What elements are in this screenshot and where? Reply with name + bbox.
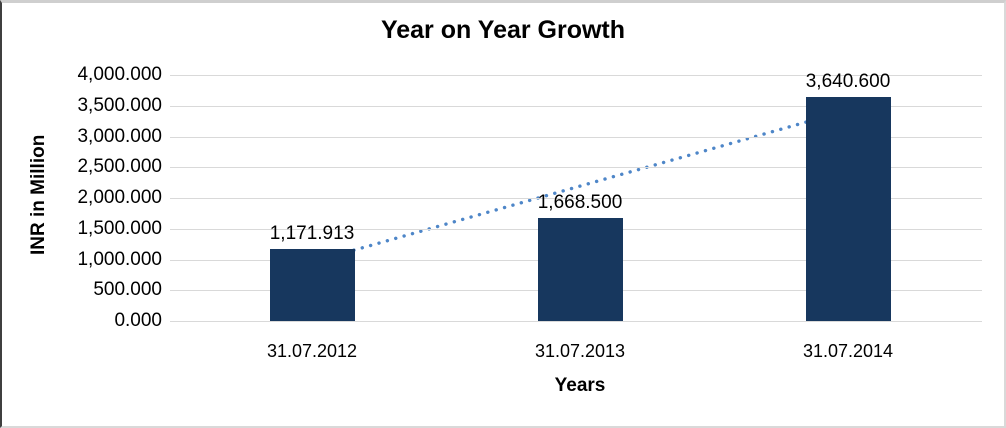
x-axis-title: Years [554, 375, 606, 396]
y-tick-label: 1,500.000 [77, 218, 162, 239]
y-tick-mark [170, 137, 178, 138]
x-tick-label: 31.07.2013 [534, 341, 626, 361]
y-tick-label: 2,000.000 [77, 187, 162, 208]
gridline [178, 137, 982, 138]
y-tick-label: 0.000 [114, 310, 162, 331]
bar [537, 218, 623, 321]
y-tick-label: 500.000 [93, 279, 162, 300]
bar-data-label: 3,640.600 [805, 71, 891, 93]
y-tick-mark [170, 260, 178, 261]
bar [805, 97, 891, 321]
x-tick-label: 31.07.2012 [266, 341, 358, 361]
x-tick-label: 31.07.2014 [802, 341, 894, 361]
y-tick-mark [170, 229, 178, 230]
bar [269, 248, 355, 321]
gridline [178, 106, 982, 107]
y-tick-label: 3,500.000 [77, 95, 162, 116]
y-tick-mark [170, 290, 178, 291]
chart-title: Year on Year Growth [380, 16, 626, 44]
y-tick-mark [170, 198, 178, 199]
y-tick-label: 3,000.000 [77, 126, 162, 147]
y-tick-label: 4,000.000 [77, 64, 162, 85]
y-tick-mark [170, 106, 178, 107]
gridline [178, 198, 982, 199]
bar-data-label: 1,171.913 [269, 222, 355, 244]
gridline [178, 167, 982, 168]
gridline [178, 321, 982, 322]
y-tick-mark [170, 321, 178, 322]
bar-data-label: 1,668.500 [537, 192, 623, 214]
y-tick-label: 2,500.000 [77, 156, 162, 177]
y-tick-mark [170, 167, 178, 168]
y-axis-title: INR in Million [28, 134, 49, 256]
gridline [178, 75, 982, 76]
y-tick-label: 1,000.000 [77, 249, 162, 270]
y-tick-mark [170, 75, 178, 76]
